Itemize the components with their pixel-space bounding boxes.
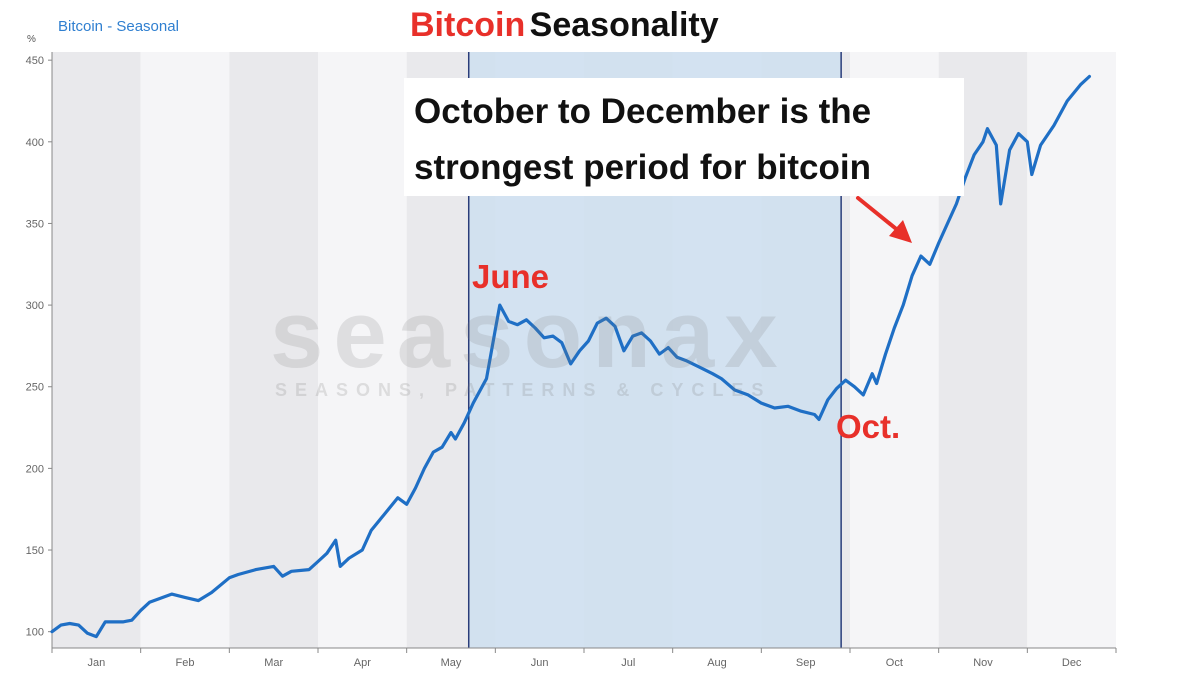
month-stripe	[140, 52, 230, 648]
callout-line-1: October to December is the	[414, 92, 872, 131]
y-tick-label: 150	[26, 545, 44, 557]
y-tick-label: 350	[26, 218, 44, 230]
x-tick-label: Feb	[176, 657, 195, 669]
y-tick-label: 400	[26, 137, 44, 149]
watermark-brand: seasonax	[270, 281, 788, 388]
x-tick-label: Nov	[973, 657, 993, 669]
x-tick-label: Aug	[707, 657, 727, 669]
y-axis-unit: %	[27, 34, 36, 45]
x-tick-label: May	[441, 657, 462, 669]
y-tick-label: 250	[26, 382, 44, 394]
callout-arrow-shaft	[856, 196, 902, 234]
y-tick-label: 300	[26, 300, 44, 312]
june-annotation: June	[472, 258, 550, 295]
x-tick-label: Oct	[886, 657, 903, 669]
callout-box	[404, 78, 964, 196]
month-stripe	[1027, 52, 1116, 648]
series-legend-label: Bitcoin - Seasonal	[58, 18, 179, 35]
title-bitcoin: Bitcoin	[410, 6, 526, 44]
y-tick-label: 100	[26, 627, 44, 639]
callout-line-2: strongest period for bitcoin	[414, 148, 871, 187]
title-seasonality: Seasonality	[529, 6, 719, 44]
series-line-bitcoin	[50, 74, 1091, 639]
chart-title: Bitcoin Seasonality	[410, 6, 719, 45]
x-tick-label: Jan	[87, 657, 105, 669]
y-tick-label: 200	[26, 463, 44, 475]
x-tick-label: Jul	[621, 657, 635, 669]
callout-text: October to December is the strongest per…	[414, 84, 962, 196]
x-tick-label: Apr	[354, 657, 371, 669]
x-tick-label: Mar	[264, 657, 283, 669]
y-tick-label: 450	[26, 55, 44, 67]
callout-arrow-head	[889, 220, 912, 243]
watermark-tagline: SEASONS, PATTERNS & CYCLES	[275, 380, 772, 400]
x-tick-label: Dec	[1062, 657, 1082, 669]
x-tick-label: Sep	[796, 657, 816, 669]
oct-annotation: Oct.	[836, 408, 901, 445]
x-tick-label: Jun	[531, 657, 549, 669]
month-stripe	[52, 52, 141, 648]
month-stripe	[229, 52, 318, 648]
